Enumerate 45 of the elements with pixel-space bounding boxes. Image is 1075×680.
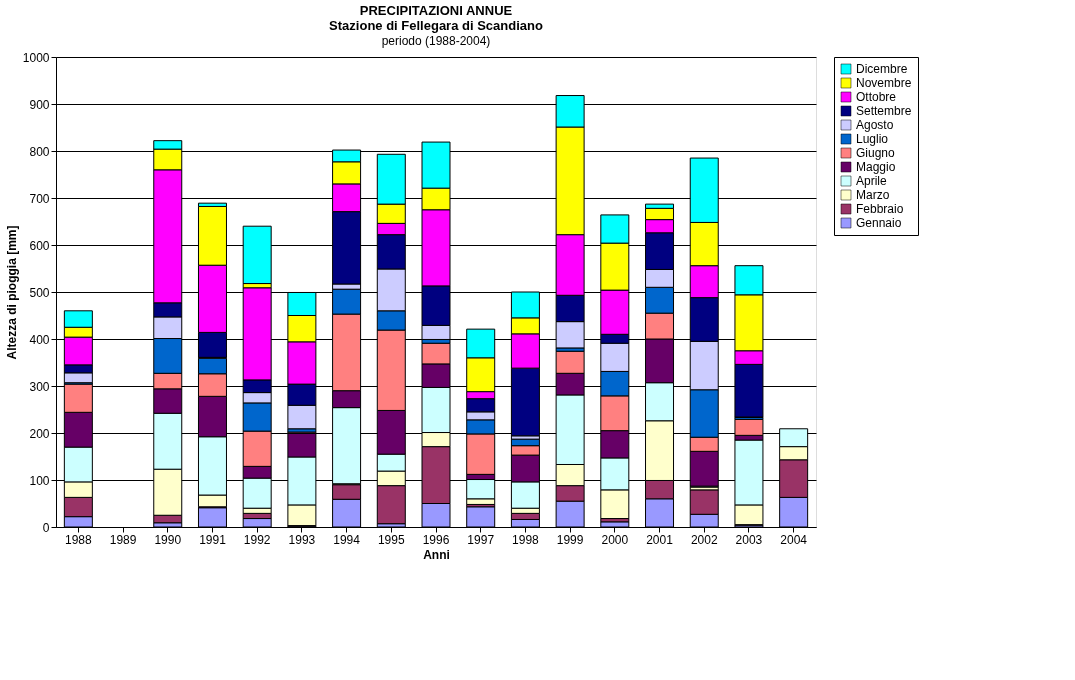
y-tick-label: 900 [29, 97, 50, 112]
x-tick-label: 1989 [109, 532, 137, 547]
y-tick-label: 500 [29, 285, 50, 300]
x-tick-label: 1994 [333, 532, 361, 547]
y-tick-label: 200 [29, 426, 50, 441]
legend-label: Maggio [856, 160, 896, 174]
x-tick-label: 1995 [377, 532, 405, 547]
y-tick-label: 700 [29, 191, 50, 206]
x-tick-label: 2002 [690, 532, 718, 547]
x-tick-label: 1993 [288, 532, 316, 547]
text: PRECIPITAZIONI ANNUE [359, 3, 513, 18]
x-tick-label: 1992 [243, 532, 271, 547]
legend-label: Settembre [856, 104, 912, 118]
x-tick-label: 2004 [780, 532, 808, 547]
x-tick-label: 1997 [467, 532, 495, 547]
y-tick-label: 100 [29, 473, 50, 488]
x-axis-title: Anni [423, 547, 450, 562]
legend-label: Dicembre [856, 62, 908, 76]
legend-label: Marzo [856, 188, 890, 202]
x-tick-label: 1991 [199, 532, 227, 547]
y-tick-label: 300 [29, 379, 50, 394]
legend-label: Aprile [856, 174, 888, 188]
legend-label: Novembre [856, 76, 912, 90]
legend-label: Giugno [856, 146, 896, 160]
x-tick-label: 1988 [65, 532, 93, 547]
y-tick-label: 800 [29, 144, 50, 159]
legend-label: Ottobre [856, 90, 897, 104]
x-tick-label: 2001 [646, 532, 674, 547]
x-tick-label: 1990 [154, 532, 182, 547]
x-tick-label: 2000 [601, 532, 629, 547]
x-tick-label: 1998 [512, 532, 540, 547]
legend-label: Luglio [856, 132, 889, 146]
y-tick-label: 600 [29, 238, 50, 253]
y-tick-label: 1000 [22, 50, 50, 65]
x-tick-label: 1999 [556, 532, 584, 547]
x-tick-label: 2003 [735, 532, 763, 547]
legend-label: Febbraio [856, 202, 904, 216]
text: Stazione di Fellegara di Scandiano [329, 18, 543, 33]
y-tick-label: 0 [42, 520, 50, 535]
chart-subtitle: periodo (1988-2004) [381, 34, 491, 48]
legend-label: Gennaio [856, 216, 902, 230]
y-axis-title: Altezza di pioggia [mm] [4, 225, 19, 360]
x-tick-label: 1996 [422, 532, 450, 547]
legend-label: Agosto [856, 118, 894, 132]
y-tick-label: 400 [29, 332, 50, 347]
